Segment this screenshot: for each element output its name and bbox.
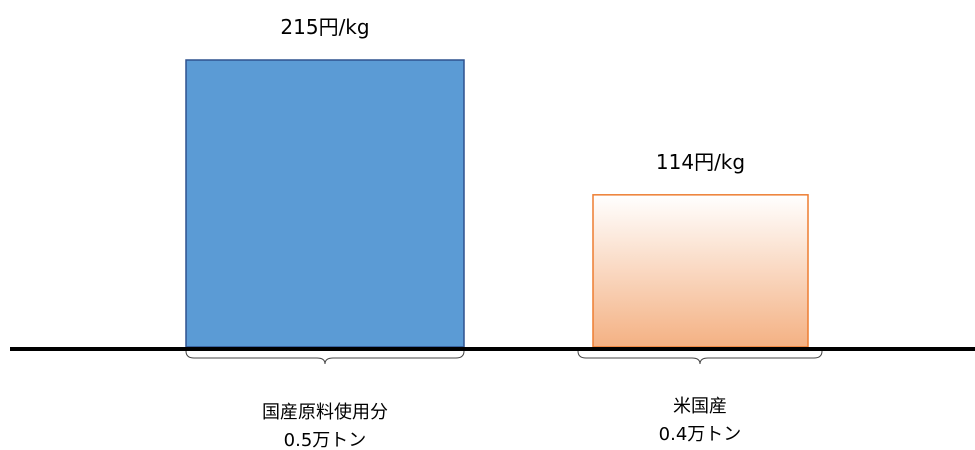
brace-2	[577, 350, 823, 365]
bar-value-label-1: 215円/kg	[280, 15, 369, 39]
brace-1	[185, 350, 465, 365]
category-sublabel-2: 0.4万トン	[659, 424, 742, 445]
category-sublabel-1: 0.5万トン	[284, 430, 367, 450]
braces-layer	[185, 350, 823, 365]
bar-value-label-2: 114円/kg	[656, 150, 745, 174]
bar-1	[185, 59, 465, 348]
category-label-1: 国産原料使用分	[262, 402, 388, 423]
category-label-2: 米国産	[673, 396, 727, 417]
bars-layer	[185, 59, 809, 348]
labels-layer: 215円/kg 国産原料使用分 0.5万トン 114円/kg 米国産 0.4万トン	[262, 15, 745, 450]
bar-2	[592, 194, 809, 348]
